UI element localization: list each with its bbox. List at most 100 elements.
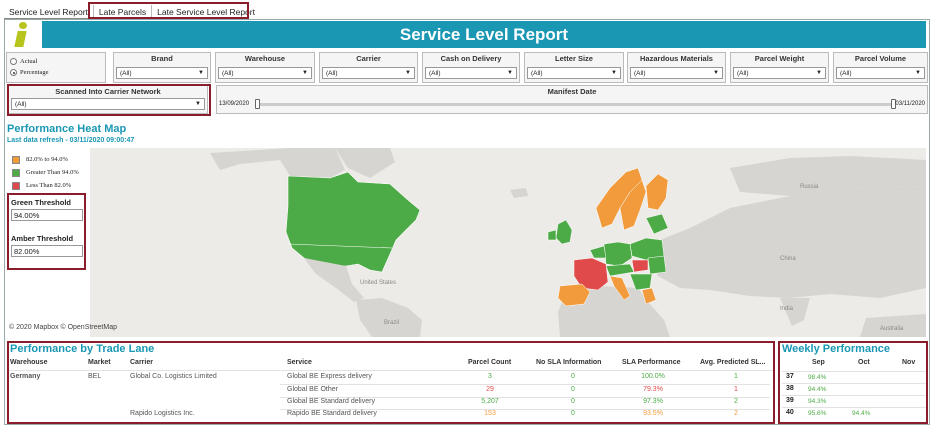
dropdown-arrow-icon: ▼ <box>915 70 921 76</box>
col-header-service[interactable]: Service <box>287 359 312 366</box>
cell-nosla: 0 <box>571 386 575 393</box>
month-header-sep: Sep <box>812 359 825 366</box>
parcel-weight-dropdown[interactable]: (All) ▼ <box>733 67 826 79</box>
country-france <box>573 257 609 291</box>
swatch-green <box>12 168 20 177</box>
divider <box>280 397 770 398</box>
land-central-america <box>304 258 364 302</box>
heatmap-title: Performance Heat Map <box>7 123 127 135</box>
country-north-america <box>285 171 421 273</box>
dropdown-arrow-icon: ▼ <box>198 70 204 76</box>
cell-service: Rapido BE Standard delivery <box>287 410 377 417</box>
country-germany <box>603 241 633 267</box>
weekly-cell-sep: 95.6% <box>808 410 827 417</box>
divider <box>280 409 770 410</box>
filter-warehouse: Warehouse (All) ▼ <box>215 52 315 83</box>
legend-item[interactable]: 82.0% to 94.0% <box>12 153 79 166</box>
col-header-warehouse[interactable]: Warehouse <box>10 359 48 366</box>
filter-hazardous-materials: Hazardous Materials (All) ▼ <box>627 52 726 83</box>
scanned-dropdown[interactable]: (All) ▼ <box>11 98 205 110</box>
country-hungary <box>631 259 649 273</box>
cell-carrier: Global Co. Logistics Limited <box>130 373 217 380</box>
tab-late-service-level-report[interactable]: Late Service Level Report <box>157 6 255 17</box>
tab-strip: Service Level Report Late Parcels Late S… <box>4 3 260 20</box>
col-header-market[interactable]: Market <box>88 359 111 366</box>
week-number: 38 <box>786 385 794 392</box>
cell-count: 29 <box>486 386 494 393</box>
country-sweden <box>619 179 647 231</box>
date-slider-track[interactable] <box>257 103 891 106</box>
amber-threshold-input[interactable]: 82.00% <box>11 245 83 257</box>
divider <box>782 383 926 384</box>
dropdown-arrow-icon: ▼ <box>507 70 513 76</box>
radio-actual[interactable]: Actual <box>10 56 105 67</box>
carrier-dropdown[interactable]: (All) ▼ <box>322 67 415 79</box>
letter-size-dropdown[interactable]: (All) ▼ <box>527 67 621 79</box>
divider <box>782 395 926 396</box>
slider-end-handle[interactable] <box>891 99 896 109</box>
radio-percentage[interactable]: Percentage <box>10 67 105 78</box>
col-header-sla-performance[interactable]: SLA Performance <box>622 359 681 366</box>
cell-sla: 100.0% <box>641 373 665 380</box>
country-austria <box>605 263 635 277</box>
green-threshold-input[interactable]: 94.00% <box>11 209 83 221</box>
parcel-volume-dropdown[interactable]: (All) ▼ <box>836 67 925 79</box>
map-attribution: © 2020 Mapbox © OpenStreetMap <box>9 324 117 331</box>
radio-selected-icon[interactable] <box>10 69 17 76</box>
slider-start-handle[interactable] <box>255 99 260 109</box>
warehouse-dropdown[interactable]: (All) ▼ <box>218 67 312 79</box>
land-greenland <box>335 148 395 178</box>
brand-dropdown[interactable]: (All) ▼ <box>116 67 208 79</box>
filter-brand: Brand (All) ▼ <box>113 52 211 83</box>
cell-sla: 79.3% <box>643 386 663 393</box>
col-header-avg-predicted[interactable]: Avg. Predicted SL... <box>700 359 766 366</box>
country-italy <box>609 275 631 301</box>
map-label-russia: Russia <box>800 184 819 190</box>
dropdown-arrow-icon: ▼ <box>302 70 308 76</box>
world-map-svg: United States Russia China India Brazil … <box>210 148 926 337</box>
cash-on-delivery-dropdown[interactable]: (All) ▼ <box>425 67 517 79</box>
tab-late-parcels[interactable]: Late Parcels <box>94 4 153 19</box>
cell-market: BEL <box>88 373 102 380</box>
week-number: 39 <box>786 397 794 404</box>
cell-sla: 93.5% <box>643 410 663 417</box>
col-header-carrier[interactable]: Carrier <box>130 359 153 366</box>
week-number: 37 <box>786 373 794 380</box>
cell-count: 5,207 <box>481 398 499 405</box>
weekly-cell-sep: 94.3% <box>808 398 827 405</box>
tab-service-level-report[interactable]: Service Level Report <box>4 4 94 19</box>
radio-icon[interactable] <box>10 58 17 65</box>
map-label-united-states: United States <box>360 280 396 286</box>
col-header-no-sla-info[interactable]: No SLA Information <box>536 359 602 366</box>
map-label-india: India <box>780 306 794 312</box>
manifest-start-date: 13/09/2020 <box>219 101 250 107</box>
cell-nosla: 0 <box>571 398 575 405</box>
map-label-brazil: Brazil <box>384 320 399 326</box>
week-number: 40 <box>786 409 794 416</box>
divider <box>782 371 926 372</box>
cell-carrier: Rapido Logistics Inc. <box>130 410 195 417</box>
cell-sla: 97.3% <box>643 398 663 405</box>
swatch-amber <box>12 155 20 164</box>
month-header-nov: Nov <box>902 359 916 366</box>
cell-avg: 1 <box>734 386 738 393</box>
highlight-box-trade-lane <box>7 341 775 424</box>
cell-avg: 2 <box>734 410 738 417</box>
weekly-performance-title: Weekly Performance <box>782 343 891 355</box>
cell-service: Global BE Express delivery <box>287 373 372 380</box>
filter-parcel-volume: Parcel Volume (All) ▼ <box>833 52 928 83</box>
country-finland <box>645 173 669 211</box>
legend-item[interactable]: Less Than 82.0% <box>12 179 79 192</box>
land-alaska <box>210 148 345 178</box>
country-balkans <box>629 273 653 291</box>
col-header-parcel-count[interactable]: Parcel Count <box>468 359 512 366</box>
world-map[interactable]: United States Russia China India Brazil … <box>90 148 926 337</box>
country-uk <box>555 219 573 245</box>
legend-item[interactable]: Greater Than 94.0% <box>12 166 79 179</box>
hazardous-materials-dropdown[interactable]: (All) ▼ <box>630 67 723 79</box>
highlight-box-weekly <box>778 341 928 424</box>
dashboard-frame <box>4 19 930 425</box>
manifest-date-filter: Manifest Date 13/09/2020 03/11/2020 <box>216 85 928 114</box>
dropdown-arrow-icon: ▼ <box>611 70 617 76</box>
cell-avg: 1 <box>734 373 738 380</box>
